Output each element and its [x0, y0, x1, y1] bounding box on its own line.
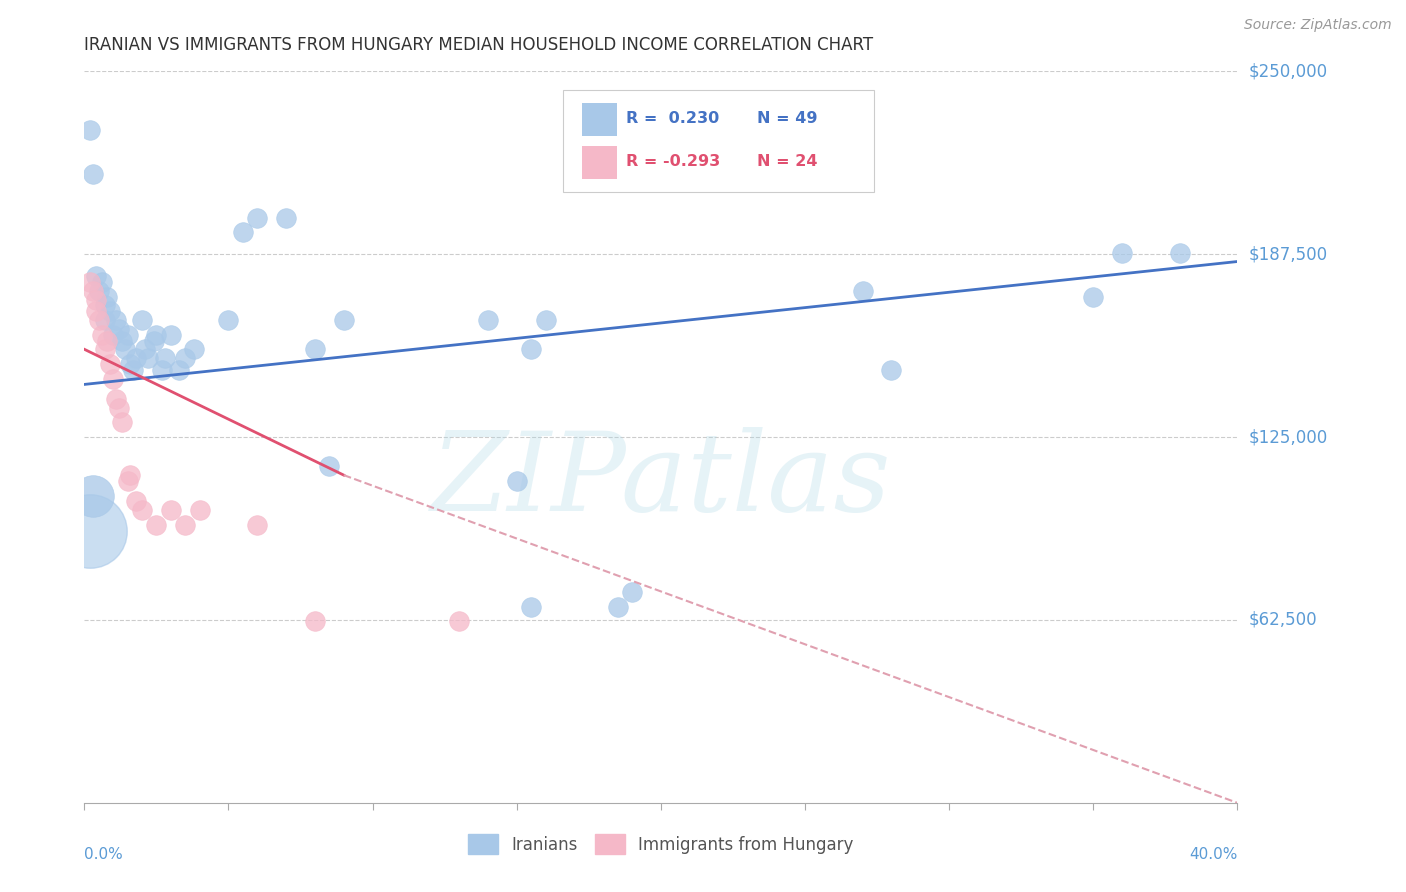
Point	[520, 599, 543, 614]
Text: N = 49: N = 49	[756, 112, 817, 127]
Text: Source: ZipAtlas.com: Source: ZipAtlas.com	[1244, 18, 1392, 32]
Point	[90, 327, 112, 342]
Text: ZIPatlas: ZIPatlas	[430, 427, 891, 534]
Point	[131, 503, 153, 517]
Point	[79, 123, 101, 137]
Point	[142, 334, 165, 348]
Bar	[582, 145, 617, 179]
Point	[304, 615, 326, 629]
Point	[852, 284, 875, 298]
Point	[84, 269, 107, 284]
Point	[174, 517, 197, 532]
Point	[183, 343, 205, 357]
Point	[174, 351, 197, 365]
Point	[111, 334, 134, 348]
Point	[217, 313, 239, 327]
Point	[93, 298, 115, 312]
Point	[246, 211, 269, 225]
Point	[160, 503, 183, 517]
Point	[87, 284, 110, 298]
Point	[96, 290, 118, 304]
Point	[447, 615, 470, 629]
Point	[120, 357, 142, 371]
Point	[87, 313, 110, 327]
Point	[169, 363, 191, 377]
Point	[105, 392, 128, 406]
Point	[136, 351, 159, 365]
Point	[105, 313, 128, 327]
Text: $62,500: $62,500	[1249, 611, 1317, 629]
FancyBboxPatch shape	[562, 90, 875, 192]
Point	[880, 363, 903, 377]
Text: N = 24: N = 24	[756, 154, 817, 169]
Point	[117, 474, 139, 488]
Text: $125,000: $125,000	[1249, 428, 1327, 446]
Point	[120, 468, 142, 483]
Point	[145, 327, 167, 342]
Text: 40.0%: 40.0%	[1189, 847, 1237, 862]
Point	[96, 334, 118, 348]
Point	[534, 313, 557, 327]
Point	[84, 304, 107, 318]
Point	[304, 343, 326, 357]
Point	[125, 351, 148, 365]
Point	[122, 363, 145, 377]
Point	[150, 363, 173, 377]
Point	[520, 343, 543, 357]
Point	[1168, 245, 1191, 260]
Point	[125, 494, 148, 508]
Point	[82, 167, 104, 181]
Point	[108, 322, 131, 336]
Point	[117, 327, 139, 342]
Point	[84, 293, 107, 307]
Point	[79, 524, 101, 538]
Point	[606, 599, 628, 614]
Point	[1111, 245, 1133, 260]
Text: $250,000: $250,000	[1249, 62, 1327, 80]
Point	[160, 327, 183, 342]
Point	[621, 585, 644, 599]
Text: $187,500: $187,500	[1249, 245, 1327, 263]
Point	[274, 211, 298, 225]
Point	[1081, 290, 1104, 304]
Point	[153, 351, 176, 365]
Point	[103, 327, 124, 342]
Point	[318, 459, 340, 474]
Point	[82, 284, 104, 298]
Text: IRANIAN VS IMMIGRANTS FROM HUNGARY MEDIAN HOUSEHOLD INCOME CORRELATION CHART: IRANIAN VS IMMIGRANTS FROM HUNGARY MEDIA…	[84, 36, 873, 54]
Text: R =  0.230: R = 0.230	[626, 112, 720, 127]
Point	[131, 313, 153, 327]
Point	[79, 275, 101, 289]
Text: 0.0%: 0.0%	[84, 847, 124, 862]
Point	[82, 489, 104, 503]
Legend: Iranians, Immigrants from Hungary: Iranians, Immigrants from Hungary	[461, 828, 860, 860]
Point	[93, 313, 115, 327]
Point	[188, 503, 211, 517]
Point	[98, 304, 121, 318]
Point	[103, 371, 124, 385]
Point	[246, 517, 269, 532]
Point	[145, 517, 167, 532]
Point	[108, 401, 131, 415]
Point	[93, 343, 115, 357]
Bar	[582, 103, 617, 136]
Point	[477, 313, 499, 327]
Point	[232, 225, 254, 239]
Point	[506, 474, 529, 488]
Point	[111, 416, 134, 430]
Text: R = -0.293: R = -0.293	[626, 154, 720, 169]
Point	[98, 357, 121, 371]
Point	[134, 343, 156, 357]
Point	[114, 343, 136, 357]
Point	[332, 313, 354, 327]
Point	[90, 275, 112, 289]
